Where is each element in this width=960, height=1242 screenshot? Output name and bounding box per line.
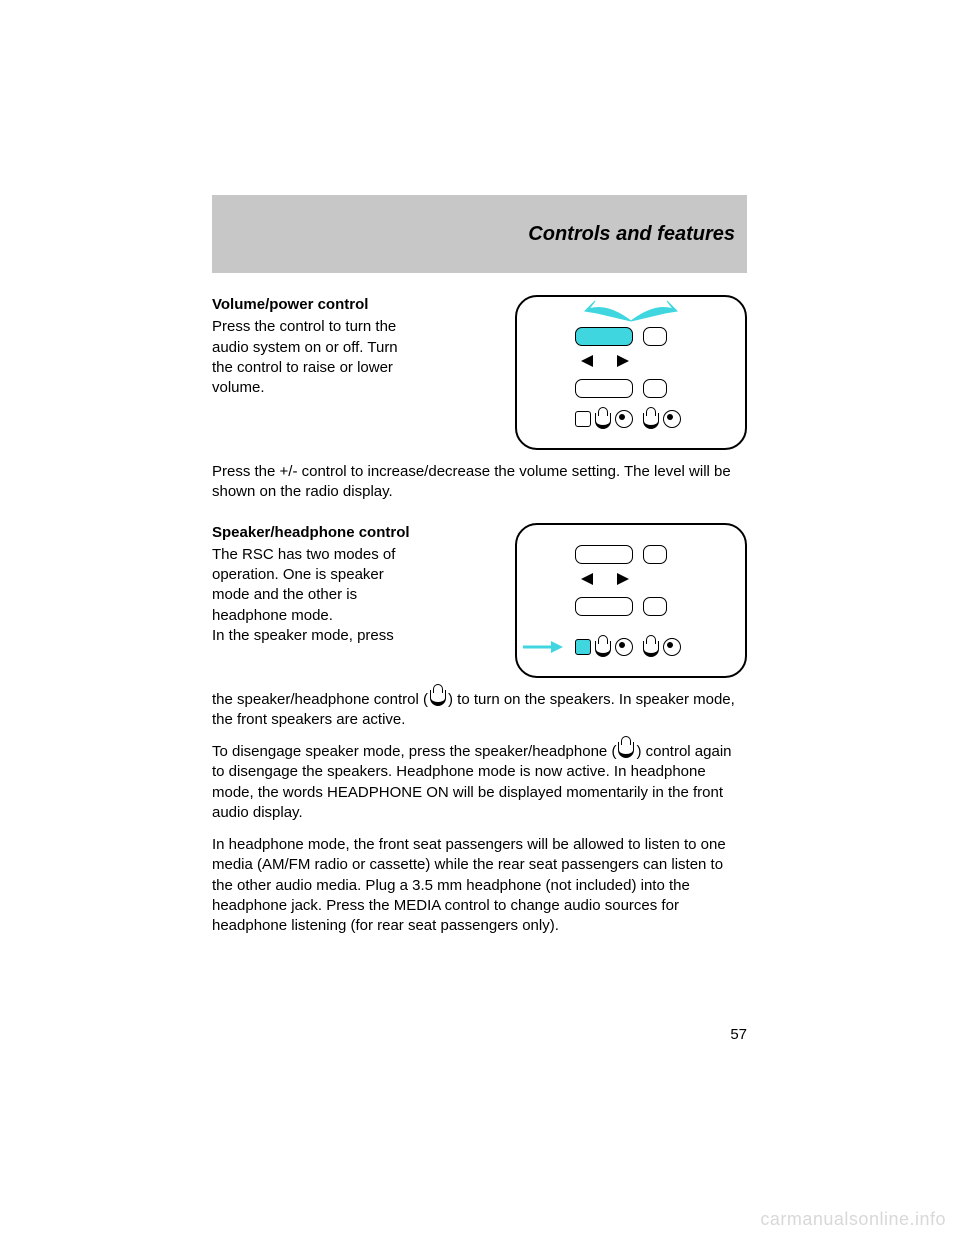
headphone-icon-2a — [595, 641, 611, 657]
volume-tail-text: Press the +/- control to increase/decrea… — [212, 462, 747, 503]
headphone-icon-2b — [643, 641, 659, 657]
small-button-2 — [643, 379, 667, 398]
headphone-icon-1a — [595, 413, 611, 429]
small-button-2a — [643, 545, 667, 564]
long-button-2 — [575, 379, 633, 398]
page-number: 57 — [212, 1026, 747, 1043]
sp-line-4: In the speaker mode, press — [212, 626, 499, 646]
side-arrow-icon — [523, 641, 563, 653]
long-button-2b — [575, 597, 633, 616]
sp-line-0: The RSC has two modes of — [212, 545, 499, 565]
sp-line-2: mode and the other is — [212, 585, 499, 605]
jack-icon-1a — [615, 410, 633, 428]
headphone-button-1 — [575, 411, 591, 427]
header-title: Controls and features — [528, 223, 735, 246]
speaker-heading: Speaker/headphone control — [212, 523, 499, 543]
left-arrow-icon-2 — [581, 573, 593, 585]
jack-icon-1b — [663, 410, 681, 428]
sp-line-3: headphone mode. — [212, 606, 499, 626]
vol-line-2: the control to raise or lower — [212, 358, 499, 378]
right-arrow-icon-2 — [617, 573, 629, 585]
vol-line-0: Press the control to turn the — [212, 317, 499, 337]
right-arrow-icon — [617, 355, 629, 367]
speaker-text-block: Speaker/headphone control The RSC has tw… — [212, 523, 499, 678]
speaker-pre-text: To disengage speaker mode, press the spe… — [212, 742, 747, 823]
volume-button-highlight — [575, 327, 633, 346]
small-button-1 — [643, 327, 667, 346]
headphone-button-highlight — [575, 639, 591, 655]
speaker-mid-text: the speaker/headphone control () to turn… — [212, 690, 747, 731]
volume-text-block: Volume/power control Press the control t… — [212, 295, 499, 450]
swoosh-arrows-icon — [583, 299, 679, 325]
vol-line-1: audio system on or off. Turn — [212, 338, 499, 358]
headphone-icon-1b — [643, 413, 659, 429]
long-button-2a — [575, 545, 633, 564]
section-header: Controls and features — [212, 195, 747, 273]
speaker-end-text: In headphone mode, the front seat passen… — [212, 835, 747, 936]
volume-panel — [515, 295, 747, 450]
left-arrow-icon — [581, 355, 593, 367]
speaker-tail-top: control again to disengage the speakers.… — [212, 743, 732, 821]
volume-heading: Volume/power control — [212, 295, 499, 315]
headphone-inline-icon-2 — [618, 742, 634, 758]
headphone-inline-icon-1 — [430, 690, 446, 706]
vol-line-3: volume. — [212, 378, 499, 398]
sp-line-1: operation. One is speaker — [212, 565, 499, 585]
jack-icon-2b — [663, 638, 681, 656]
watermark: carmanualsonline.info — [760, 1209, 946, 1230]
speaker-panel — [515, 523, 747, 678]
small-button-2b — [643, 597, 667, 616]
jack-icon-2a — [615, 638, 633, 656]
